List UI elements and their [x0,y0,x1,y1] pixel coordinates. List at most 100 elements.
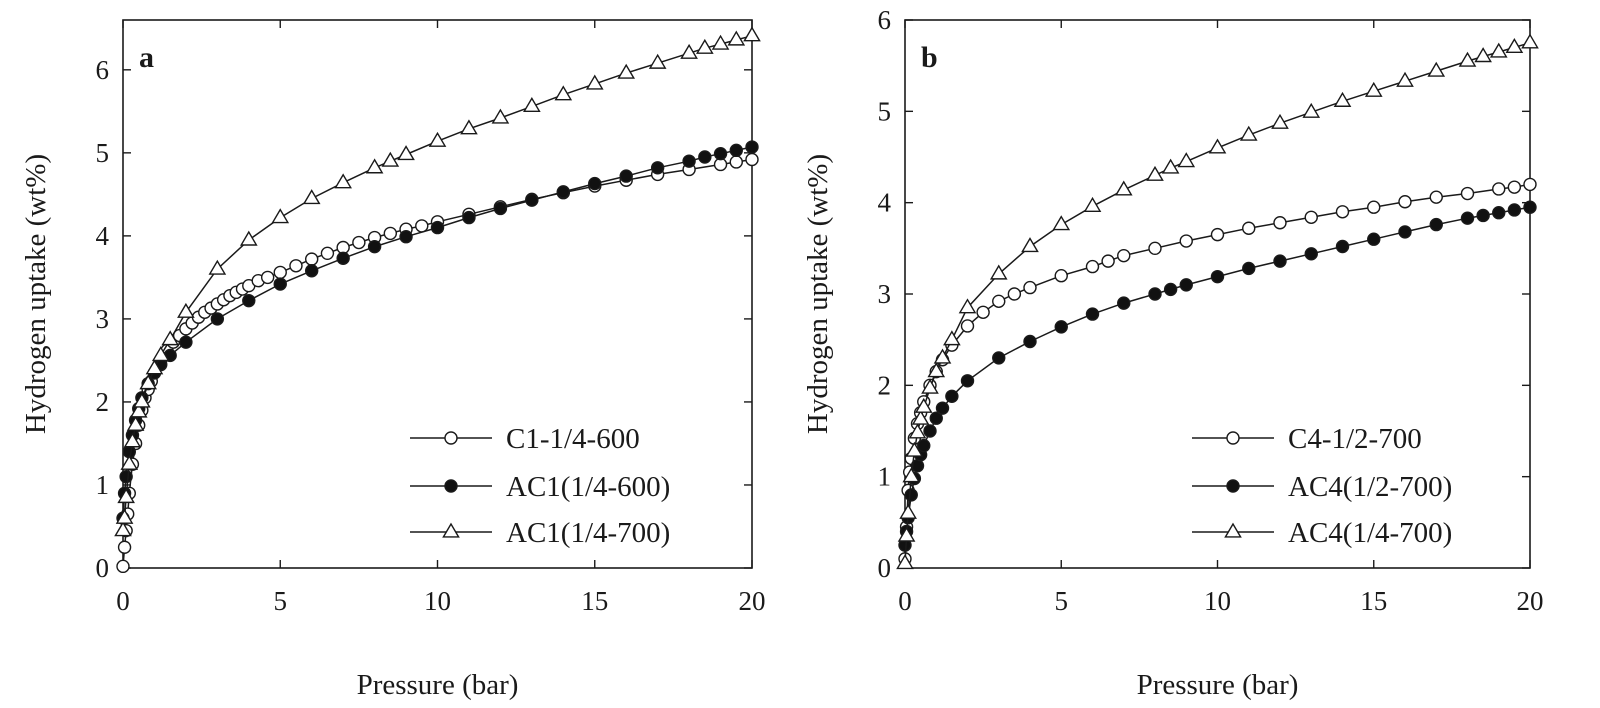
data-point [367,239,382,254]
data-point [460,119,478,135]
data-point [334,173,352,189]
legend: C1-1/4-600 AC1(1/4-600) AC1(1/4-700) [410,423,670,549]
data-point [989,264,1008,280]
data-point [1507,180,1522,194]
y-tick-label: 2 [878,370,892,400]
data-point [1023,280,1037,295]
data-point [1507,203,1522,217]
data-point [320,246,335,261]
data-point [585,74,604,90]
legend-marker [1226,431,1240,445]
data-point [428,131,447,147]
data-point [1054,269,1068,283]
legend-marker [1226,479,1240,493]
data-point [1523,200,1537,214]
data-point [917,438,931,453]
data-point [923,424,937,438]
data-point [177,302,195,318]
data-point [129,402,148,418]
data-point [650,161,665,175]
data-point [896,554,914,570]
data-point [904,488,918,502]
data-point [1054,320,1068,334]
data-point [523,96,541,113]
x-tick-label: 15 [581,586,608,616]
data-point [289,259,303,273]
x-tick-label: 20 [1517,586,1544,616]
data-point [115,508,134,524]
data-point [1179,278,1193,292]
data-point [933,348,952,364]
data-point [151,346,170,362]
panel-b: 0 5 10 15 20 0 1 2 3 4 5 6 Pressure (bar) Hydrogen up… [802,5,1544,701]
data-point [336,251,350,265]
data-point [729,143,743,158]
data-point [415,219,429,233]
data-point [525,193,539,207]
series-line [122,35,753,531]
y-tick-label: 5 [878,96,892,126]
x-tick-label: 10 [424,586,451,616]
data-point [1101,254,1115,268]
data-point [493,201,508,216]
data-point [1429,190,1443,204]
x-tick-label: 0 [898,586,912,616]
series-0 [116,152,759,574]
data-point [1163,282,1178,297]
data-point [617,63,636,79]
legend: C4-1/2-700 AC4(1/2-700) AC4(1/4-700) [1192,423,1452,549]
data-point [1210,269,1225,284]
legend-label: C1-1/4-600 [506,423,640,455]
data-point [729,155,743,169]
x-axis-title: Pressure (bar) [1137,669,1299,701]
data-point [902,467,921,483]
data-point [305,264,319,278]
data-point [210,312,225,326]
data-point [1148,287,1162,301]
y-axis-title: Hydrogen uptake (wt%) [802,154,834,434]
data-point [727,30,746,46]
x-tick-label: 0 [116,586,130,616]
data-point [1489,42,1508,58]
data-point [462,210,476,225]
series-2 [114,26,761,537]
y-tick-label: 4 [96,221,110,251]
data-point [1021,237,1039,253]
data-point [1273,254,1287,268]
data-point [273,277,287,291]
data-point [381,151,400,167]
data-point [1179,234,1193,248]
data-point [1117,296,1131,310]
data-point [698,150,712,164]
x-tick-label: 10 [1204,586,1231,616]
data-point [908,423,927,439]
data-point [133,392,151,408]
data-point [1367,232,1381,246]
data-point [1146,165,1164,181]
series-1 [116,140,759,525]
data-point [1023,334,1037,349]
data-point [921,378,939,394]
data-point [1460,186,1475,201]
data-point [1521,33,1539,49]
data-point [1460,211,1475,225]
data-point [745,152,759,167]
data-point [927,362,946,378]
data-point [960,319,975,333]
data-point [935,401,950,415]
data-point [1492,182,1506,196]
data-point [1335,239,1350,254]
legend-marker [444,431,458,445]
data-point [1335,205,1350,219]
y-tick-label: 0 [878,553,892,583]
data-point [399,230,413,244]
data-point [1161,158,1180,174]
series-line [122,146,753,519]
y-tick-label: 1 [878,462,892,492]
panel-a: 0 5 10 15 20 0 1 2 3 4 5 6 Pressure (bar) Hydrogen up… [20,19,766,701]
data-point [1007,287,1022,301]
data-point [556,185,570,199]
data-point [911,409,930,425]
data-point [271,208,290,224]
